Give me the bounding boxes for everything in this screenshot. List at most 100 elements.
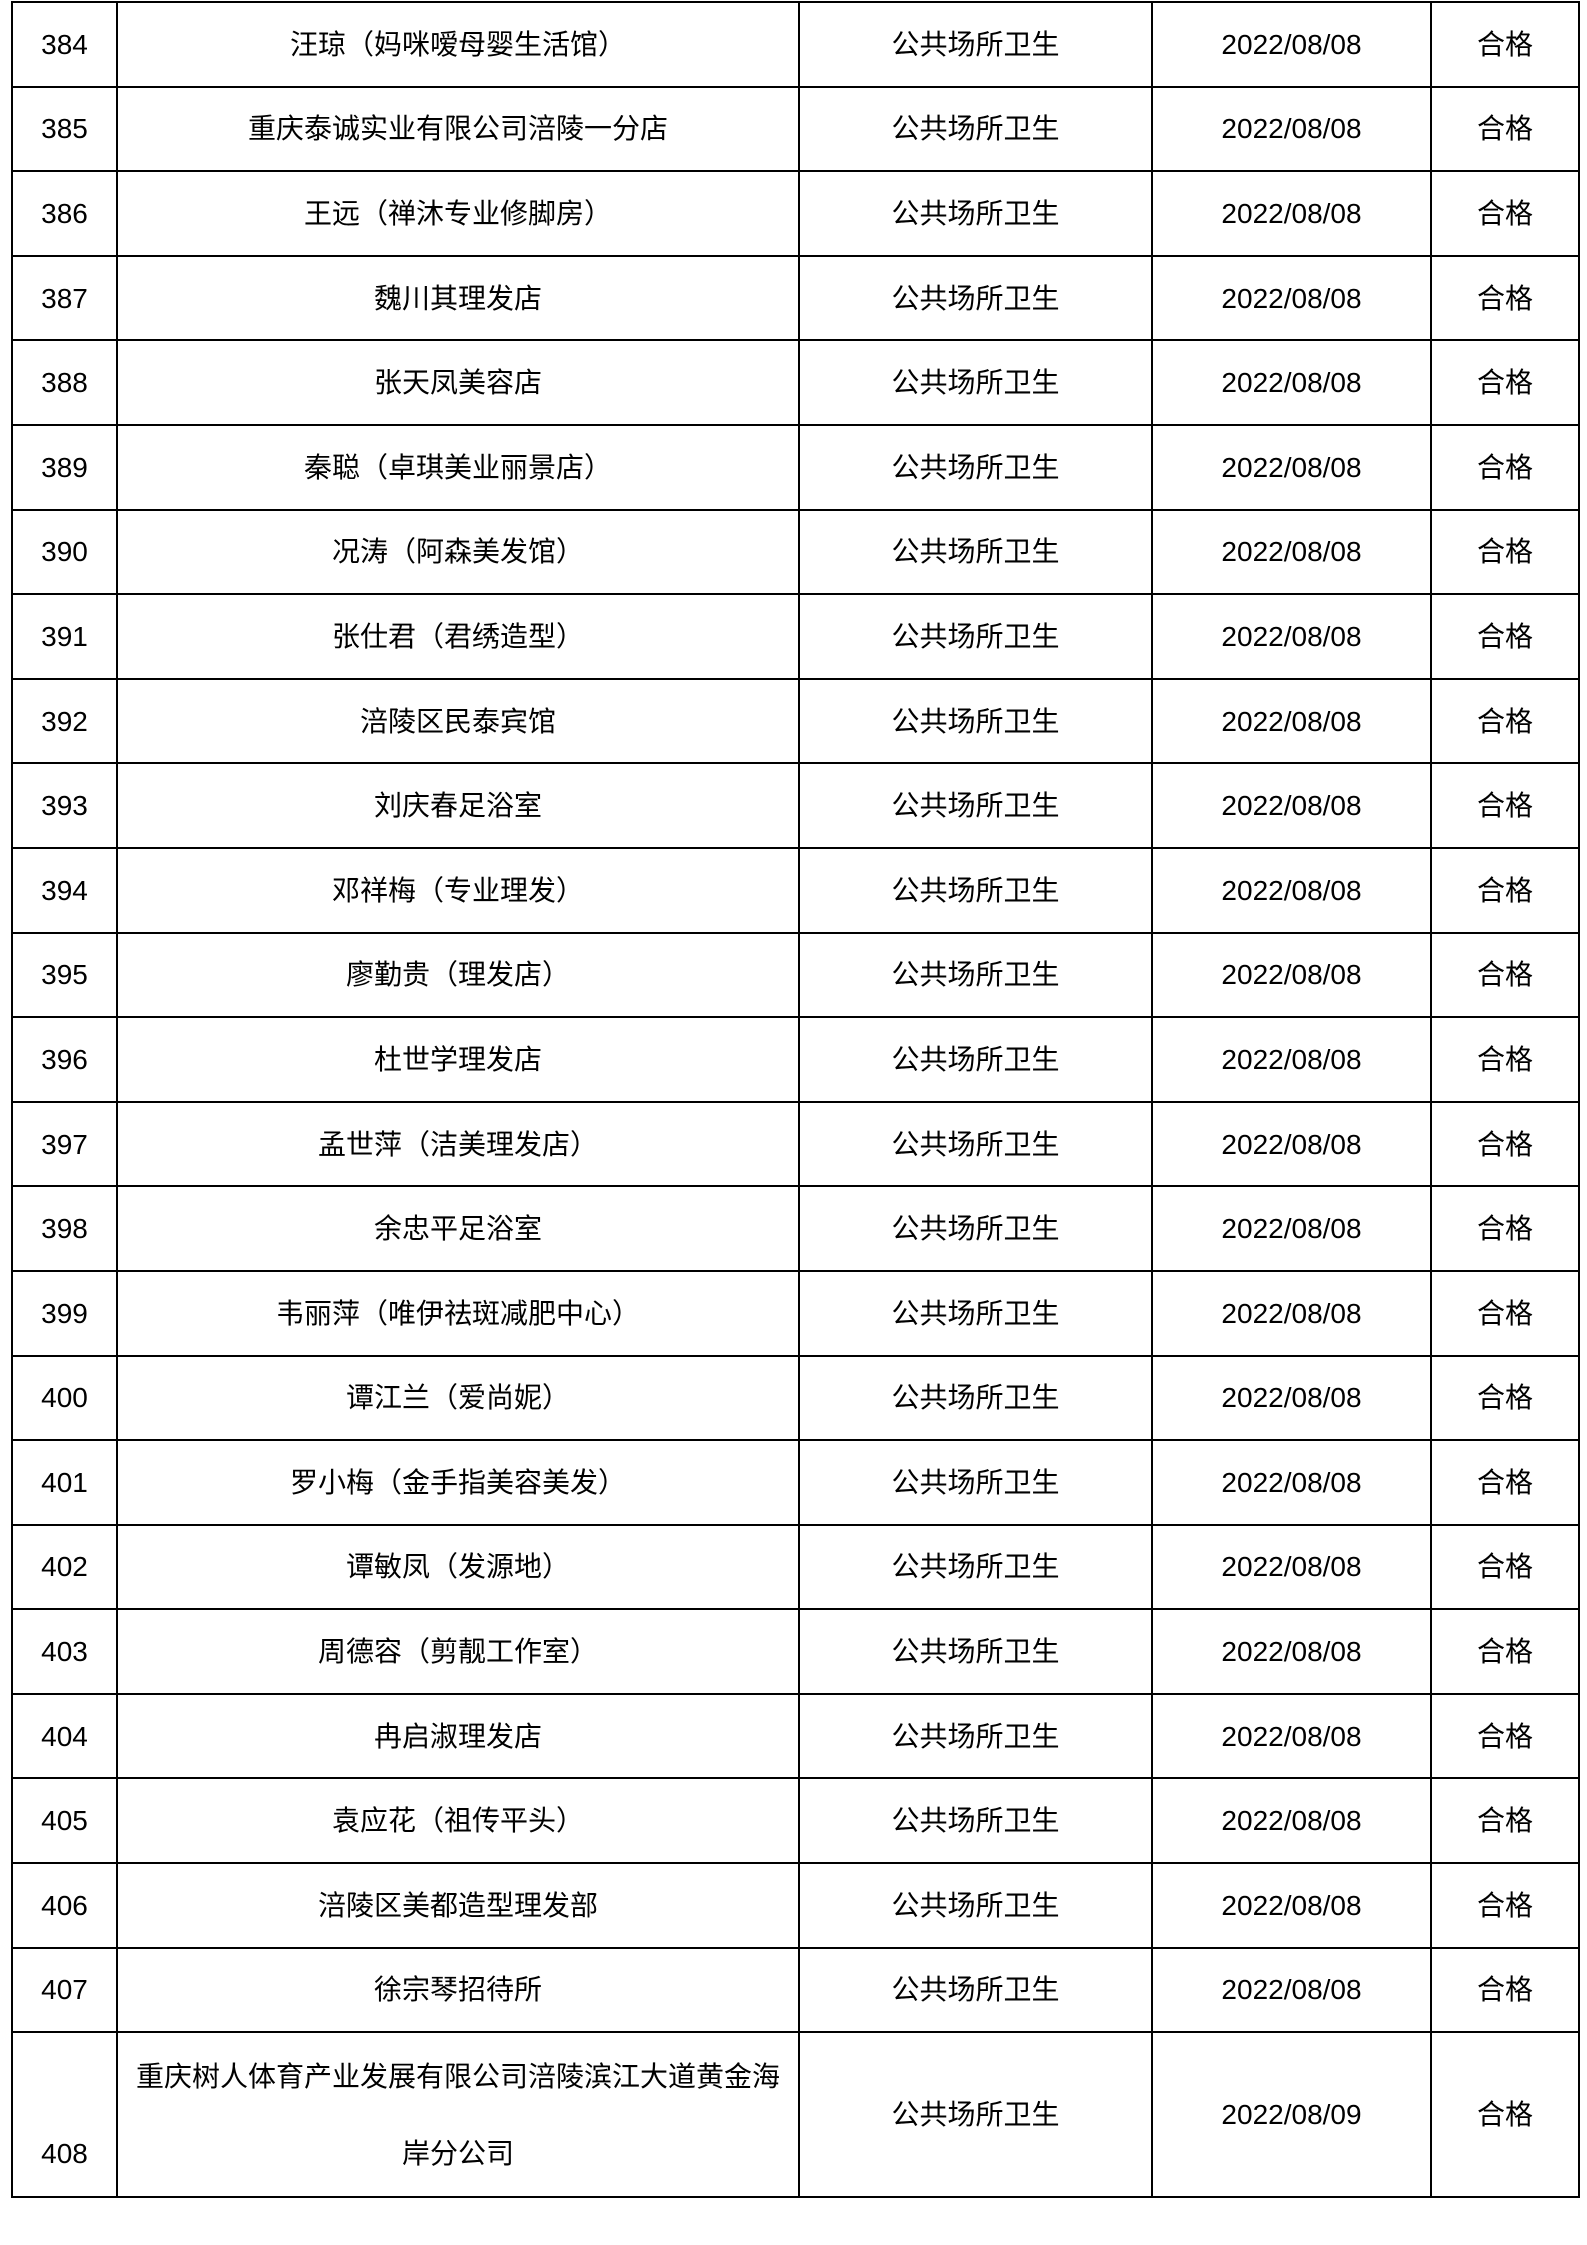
table-row: 403 周德容（剪靓工作室） 公共场所卫生 2022/08/08 合格 <box>11 1608 1578 1693</box>
inspection-category-cell: 公共场所卫生 <box>798 1777 1151 1863</box>
row-index-cell: 400 <box>11 1354 116 1440</box>
inspection-date-cell: 2022/08/08 <box>1151 1692 1430 1778</box>
row-index-cell: 386 <box>11 170 116 255</box>
inspection-result-cell: 合格 <box>1430 2031 1578 2197</box>
inspection-date-cell: 2022/08/08 <box>1151 1777 1430 1863</box>
row-index-cell: 397 <box>11 1100 116 1186</box>
inspection-result-cell: 合格 <box>1430 931 1578 1017</box>
inspection-result-cell: 合格 <box>1430 339 1578 424</box>
inspection-result-cell: 合格 <box>1430 593 1578 678</box>
row-index-cell: 404 <box>11 1692 116 1778</box>
inspection-category-cell: 公共场所卫生 <box>798 677 1151 763</box>
inspection-date-cell: 2022/08/08 <box>1151 170 1430 255</box>
inspection-category-cell: 公共场所卫生 <box>798 1185 1151 1270</box>
inspection-category-cell: 公共场所卫生 <box>798 593 1151 678</box>
unit-name-cell: 罗小梅（金手指美容美发） <box>116 1439 798 1524</box>
row-index-cell: 403 <box>11 1608 116 1693</box>
table-row: 392 涪陵区民泰宾馆 公共场所卫生 2022/08/08 合格 <box>11 677 1578 763</box>
row-index-cell: 387 <box>11 254 116 340</box>
inspection-category-cell: 公共场所卫生 <box>798 85 1151 171</box>
inspection-date-cell: 2022/08/08 <box>1151 85 1430 171</box>
row-index-cell: 392 <box>11 677 116 763</box>
unit-name-cell: 谭江兰（爱尚妮） <box>116 1354 798 1440</box>
table-row: 406 涪陵区美都造型理发部 公共场所卫生 2022/08/08 合格 <box>11 1862 1578 1947</box>
inspection-date-cell: 2022/08/08 <box>1151 423 1430 509</box>
table-row: 408 重庆树人体育产业发展有限公司涪陵滨江大道黄金海 岸分公司 公共场所卫生 … <box>11 2031 1578 2197</box>
inspection-date-cell: 2022/08/08 <box>1151 339 1430 424</box>
table-row: 396 杜世学理发店 公共场所卫生 2022/08/08 合格 <box>11 1016 1578 1101</box>
table-row: 404 冉启淑理发店 公共场所卫生 2022/08/08 合格 <box>11 1692 1578 1778</box>
table-row: 393 刘庆春足浴室 公共场所卫生 2022/08/08 合格 <box>11 762 1578 847</box>
inspection-category-cell: 公共场所卫生 <box>798 170 1151 255</box>
unit-name-cell: 杜世学理发店 <box>116 1016 798 1101</box>
table-row: 394 邓祥梅（专业理发） 公共场所卫生 2022/08/08 合格 <box>11 846 1578 932</box>
unit-name-cell: 重庆泰诚实业有限公司涪陵一分店 <box>116 85 798 171</box>
table-row: 386 王远（禅沐专业修脚房） 公共场所卫生 2022/08/08 合格 <box>11 170 1578 255</box>
inspection-result-cell: 合格 <box>1430 1354 1578 1440</box>
row-index-cell: 396 <box>11 1016 116 1101</box>
unit-name-cell: 王远（禅沐专业修脚房） <box>116 170 798 255</box>
row-index-cell: 385 <box>11 85 116 171</box>
table-row: 388 张天凤美容店 公共场所卫生 2022/08/08 合格 <box>11 339 1578 424</box>
row-index-cell: 401 <box>11 1439 116 1524</box>
unit-name-cell: 谭敏凤（发源地） <box>116 1523 798 1609</box>
row-index-cell: 399 <box>11 1269 116 1355</box>
inspection-category-cell: 公共场所卫生 <box>798 1016 1151 1101</box>
inspection-date-cell: 2022/08/08 <box>1151 254 1430 340</box>
row-index-cell: 407 <box>11 1946 116 2032</box>
inspection-date-cell: 2022/08/09 <box>1151 2031 1430 2197</box>
row-index-cell: 389 <box>11 423 116 509</box>
inspection-date-cell: 2022/08/08 <box>1151 1439 1430 1524</box>
inspection-result-cell: 合格 <box>1430 508 1578 594</box>
table-row: 397 孟世萍（洁美理发店） 公共场所卫生 2022/08/08 合格 <box>11 1100 1578 1186</box>
inspection-date-cell: 2022/08/08 <box>1151 846 1430 932</box>
inspection-result-cell: 合格 <box>1430 1523 1578 1609</box>
inspection-category-cell: 公共场所卫生 <box>798 1 1151 86</box>
unit-name-cell: 况涛（阿森美发馆） <box>116 508 798 594</box>
inspection-result-cell: 合格 <box>1430 1016 1578 1101</box>
inspection-result-cell: 合格 <box>1430 1439 1578 1524</box>
inspection-category-cell: 公共场所卫生 <box>798 508 1151 594</box>
inspection-result-cell: 合格 <box>1430 1269 1578 1355</box>
inspection-date-cell: 2022/08/08 <box>1151 1608 1430 1693</box>
table-row: 395 廖勤贵（理发店） 公共场所卫生 2022/08/08 合格 <box>11 931 1578 1017</box>
inspection-result-cell: 合格 <box>1430 170 1578 255</box>
inspection-result-cell: 合格 <box>1430 1946 1578 2032</box>
inspection-date-cell: 2022/08/08 <box>1151 593 1430 678</box>
inspection-result-cell: 合格 <box>1430 254 1578 340</box>
unit-name-cell: 秦聪（卓琪美业丽景店） <box>116 423 798 509</box>
unit-name-cell: 余忠平足浴室 <box>116 1185 798 1270</box>
table-row: 384 汪琼（妈咪嗳母婴生活馆） 公共场所卫生 2022/08/08 合格 <box>11 1 1578 86</box>
inspection-category-cell: 公共场所卫生 <box>798 1439 1151 1524</box>
inspection-date-cell: 2022/08/08 <box>1151 1100 1430 1186</box>
row-index-cell: 391 <box>11 593 116 678</box>
inspection-result-cell: 合格 <box>1430 1185 1578 1270</box>
row-index-cell: 405 <box>11 1777 116 1863</box>
unit-name-cell: 廖勤贵（理发店） <box>116 931 798 1017</box>
inspection-result-cell: 合格 <box>1430 1862 1578 1947</box>
inspection-category-cell: 公共场所卫生 <box>798 339 1151 424</box>
unit-name-cell: 韦丽萍（唯伊祛斑减肥中心） <box>116 1269 798 1355</box>
table-row: 387 魏川其理发店 公共场所卫生 2022/08/08 合格 <box>11 254 1578 340</box>
row-index-cell: 388 <box>11 339 116 424</box>
row-index-cell: 398 <box>11 1185 116 1270</box>
inspection-result-cell: 合格 <box>1430 1 1578 86</box>
row-index-cell: 406 <box>11 1862 116 1947</box>
inspection-result-cell: 合格 <box>1430 85 1578 171</box>
unit-name-cell: 张仕君（君绣造型） <box>116 593 798 678</box>
table-row: 391 张仕君（君绣造型） 公共场所卫生 2022/08/08 合格 <box>11 593 1578 678</box>
unit-name-cell: 汪琼（妈咪嗳母婴生活馆） <box>116 1 798 86</box>
inspection-category-cell: 公共场所卫生 <box>798 1354 1151 1440</box>
unit-name-cell: 邓祥梅（专业理发） <box>116 846 798 932</box>
unit-name-cell: 刘庆春足浴室 <box>116 762 798 847</box>
inspection-date-cell: 2022/08/08 <box>1151 1862 1430 1947</box>
inspection-date-cell: 2022/08/08 <box>1151 931 1430 1017</box>
inspection-result-cell: 合格 <box>1430 846 1578 932</box>
inspection-category-cell: 公共场所卫生 <box>798 2031 1151 2197</box>
inspection-result-cell: 合格 <box>1430 1692 1578 1778</box>
inspection-date-cell: 2022/08/08 <box>1151 1016 1430 1101</box>
inspection-result-cell: 合格 <box>1430 762 1578 847</box>
inspection-date-cell: 2022/08/08 <box>1151 677 1430 763</box>
unit-name-cell: 冉启淑理发店 <box>116 1692 798 1778</box>
table-row: 399 韦丽萍（唯伊祛斑减肥中心） 公共场所卫生 2022/08/08 合格 <box>11 1269 1578 1355</box>
